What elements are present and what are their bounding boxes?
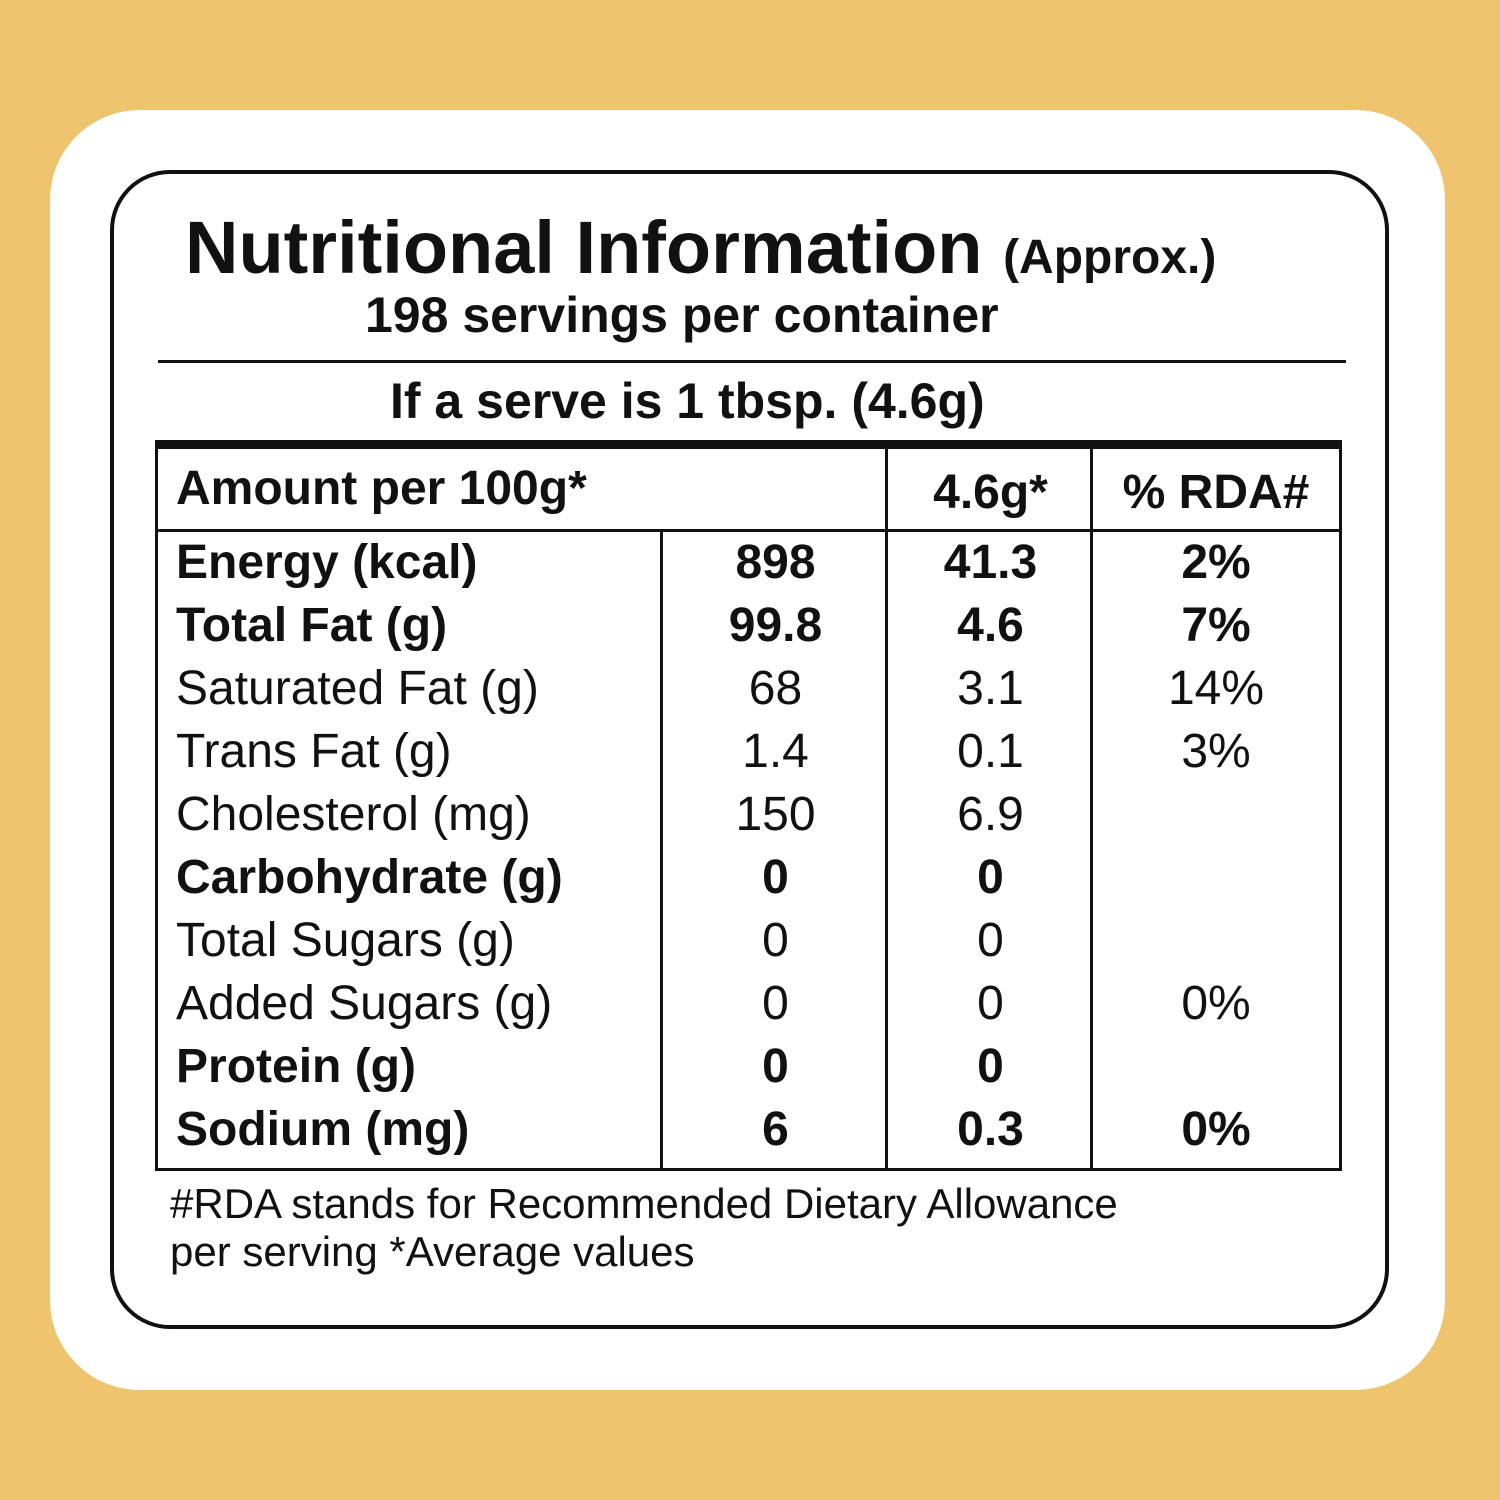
row-label: Sodium (mg) [176,1103,470,1156]
row-value: 41.3 [943,536,1038,589]
row-value: 0 [977,1040,1004,1093]
row-value: 0% [1181,977,1251,1030]
row-value: 14% [1167,662,1265,715]
row-value: 150 [735,788,816,841]
row-value: 0 [977,851,1004,904]
title-suffix: (Approx.) [1003,231,1217,284]
footnote: per serving *Average values [170,1228,695,1275]
row-value: 99.8 [728,599,823,652]
header-rule [158,529,1339,532]
card [50,110,1445,1390]
row-label: Protein (g) [176,1040,416,1093]
row-value: 6.9 [957,788,1024,841]
row-value: 0 [762,851,789,904]
row-value: 68 [748,662,803,715]
row-value: 898 [735,536,816,589]
row-value: 3.1 [957,662,1024,715]
row-value: 1.4 [742,725,809,778]
header-cell: Amount per 100g* [176,462,587,515]
title-line: Nutritional Information (Approx.) [185,205,1216,290]
title: Nutritional Information [185,206,983,289]
row-value: 0 [762,1040,789,1093]
row-label: Energy (kcal) [176,536,478,589]
row-value: 0.1 [957,725,1024,778]
row-value: 0 [977,977,1004,1030]
row-label: Carbohydrate (g) [176,851,563,904]
row-value: 0 [762,914,789,967]
row-value: 0 [977,914,1004,967]
row-value: 2% [1181,536,1251,589]
footnote: #RDA stands for Recommended Dietary Allo… [170,1180,1118,1227]
row-label: Added Sugars (g) [176,977,553,1030]
row-value: 3% [1181,725,1251,778]
row-label: Total Sugars (g) [176,914,515,967]
row-value: 0% [1181,1103,1251,1156]
col-rule [1090,449,1093,1168]
row-label: Trans Fat (g) [176,725,452,778]
col-rule [885,449,888,1168]
table: Amount per 100g* 4.6g* % RDA# Energy (kcal)… [155,440,1342,1171]
row-label: Total Fat (g) [176,599,448,652]
row-label: Saturated Fat (g) [176,662,539,715]
row-value: 7% [1181,599,1251,652]
row-value: 6 [762,1103,789,1156]
row-value: 4.6 [957,599,1024,652]
header-cell: % RDA# [1122,466,1310,519]
serve: If a serve is 1 tbsp. (4.6g) [390,373,985,429]
col-rule [660,529,663,1168]
rule [158,360,1346,363]
row-label: Cholesterol (mg) [176,788,531,841]
row-value: 0 [762,977,789,1030]
subtitle: 198 servings per container [365,287,999,343]
row-value: 0.3 [957,1103,1024,1156]
header-cell: 4.6g* [933,466,1048,519]
label-border [110,170,1389,1329]
